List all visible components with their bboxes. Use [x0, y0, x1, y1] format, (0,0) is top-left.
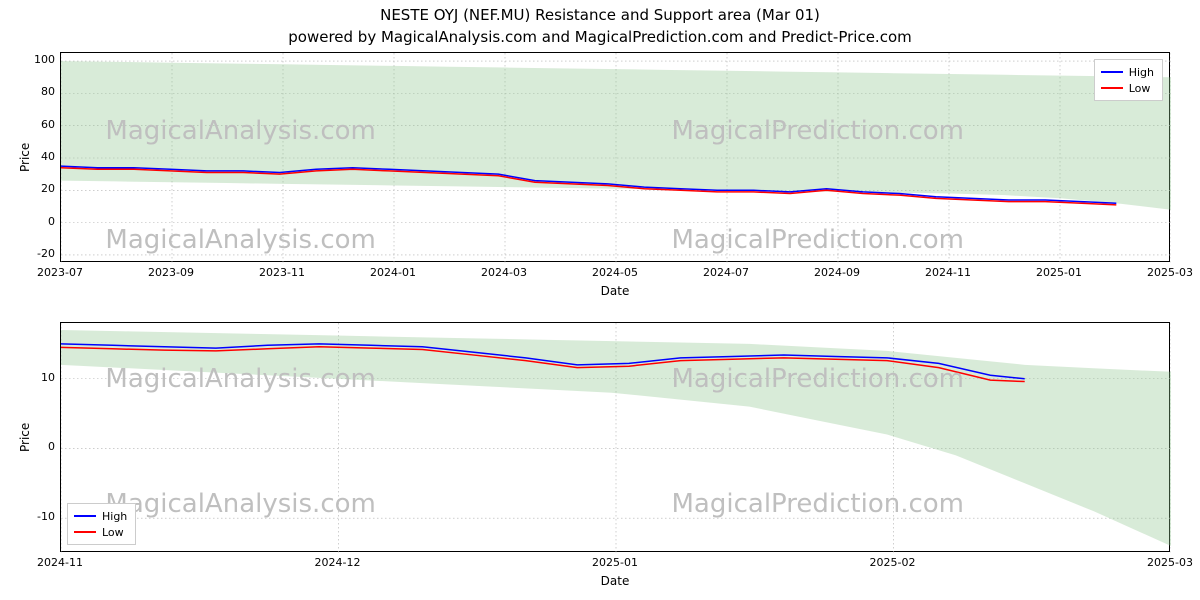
- x-tick-label: 2023-11: [252, 266, 312, 279]
- chart-subtitle: powered by MagicalAnalysis.com and Magic…: [0, 28, 1200, 46]
- y-tick-label: 60: [15, 118, 55, 131]
- support-resistance-band: [61, 61, 1171, 210]
- y-tick-label: 40: [15, 150, 55, 163]
- legend-label: High: [102, 510, 127, 523]
- legend-swatch: [1101, 87, 1123, 89]
- x-axis-label: Date: [60, 574, 1170, 588]
- legend-swatch: [1101, 71, 1123, 73]
- y-tick-label: 100: [15, 53, 55, 66]
- legend-label: Low: [102, 526, 124, 539]
- x-tick-label: 2024-07: [696, 266, 756, 279]
- x-axis-label: Date: [60, 284, 1170, 298]
- y-tick-label: -20: [15, 247, 55, 260]
- legend-label: High: [1129, 66, 1154, 79]
- legend-item: High: [1101, 64, 1154, 80]
- chart-title: NESTE OYJ (NEF.MU) Resistance and Suppor…: [0, 6, 1200, 24]
- x-tick-label: 2025-03: [1140, 556, 1200, 569]
- legend-item: Low: [74, 524, 127, 540]
- legend: High Low: [1094, 59, 1163, 101]
- legend: High Low: [67, 503, 136, 545]
- x-tick-label: 2024-09: [807, 266, 867, 279]
- x-tick-label: 2025-02: [863, 556, 923, 569]
- figure: NESTE OYJ (NEF.MU) Resistance and Suppor…: [0, 0, 1200, 600]
- y-tick-label: 10: [15, 371, 55, 384]
- x-tick-label: 2024-12: [308, 556, 368, 569]
- y-tick-label: 0: [15, 215, 55, 228]
- x-tick-label: 2024-03: [474, 266, 534, 279]
- x-tick-label: 2024-11: [918, 266, 978, 279]
- x-tick-label: 2025-01: [1029, 266, 1089, 279]
- chart-panel-bottom: MagicalAnalysis.com MagicalPrediction.co…: [60, 322, 1170, 552]
- x-tick-label: 2024-01: [363, 266, 423, 279]
- y-tick-label: 20: [15, 182, 55, 195]
- x-tick-label: 2025-03: [1140, 266, 1200, 279]
- chart-panel-top: MagicalAnalysis.com MagicalPrediction.co…: [60, 52, 1170, 262]
- chart-svg-top: [61, 53, 1171, 263]
- legend-swatch: [74, 515, 96, 517]
- chart-svg-bottom: [61, 323, 1171, 553]
- x-tick-label: 2025-01: [585, 556, 645, 569]
- x-tick-label: 2023-07: [30, 266, 90, 279]
- y-tick-label: 0: [15, 440, 55, 453]
- y-tick-label: -10: [15, 510, 55, 523]
- legend-swatch: [74, 531, 96, 533]
- x-tick-label: 2024-11: [30, 556, 90, 569]
- legend-item: High: [74, 508, 127, 524]
- legend-label: Low: [1129, 82, 1151, 95]
- x-tick-label: 2023-09: [141, 266, 201, 279]
- support-resistance-band: [61, 330, 1171, 546]
- y-tick-label: 80: [15, 85, 55, 98]
- x-tick-label: 2024-05: [585, 266, 645, 279]
- legend-item: Low: [1101, 80, 1154, 96]
